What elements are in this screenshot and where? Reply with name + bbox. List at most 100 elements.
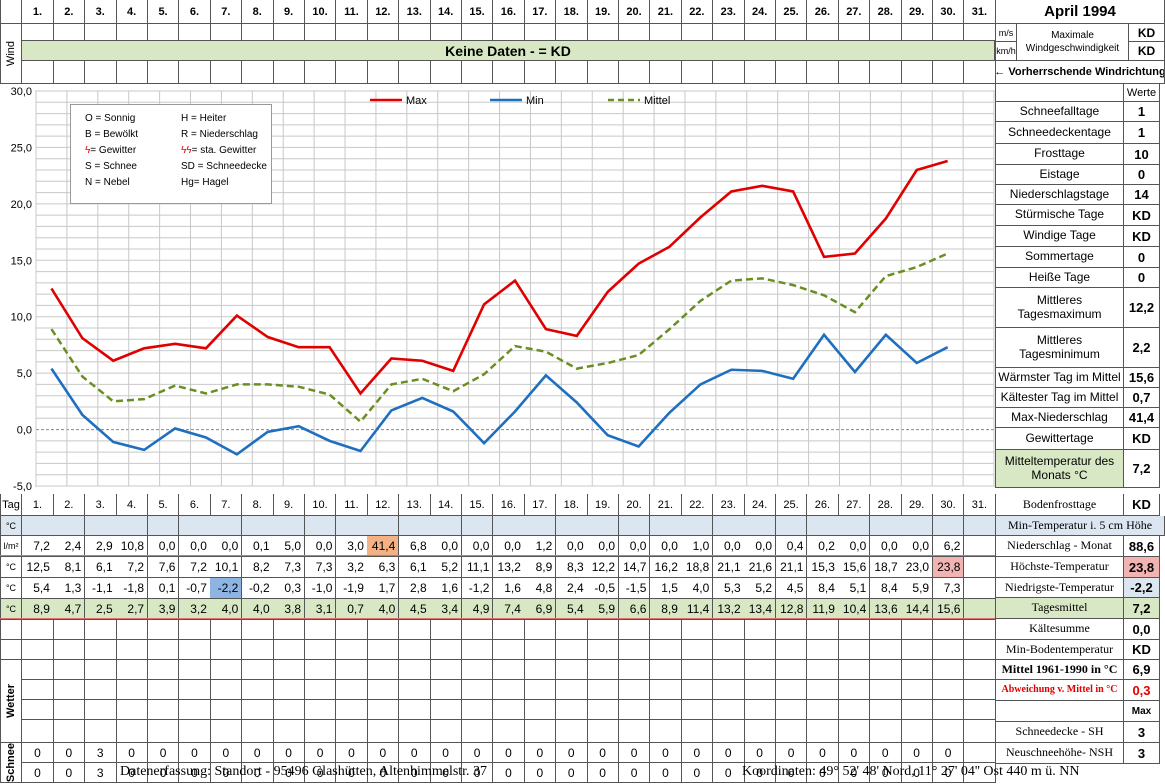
blank-cell [869, 640, 902, 660]
code-entry: O = Sonnig [85, 113, 135, 124]
blank-cell [618, 640, 651, 660]
wetter-cell [650, 660, 682, 680]
code-text: O = Sonnig [85, 113, 136, 124]
schnee-cell: 3 [84, 763, 117, 783]
blank-cell [555, 620, 588, 640]
stat-name: Niederschlagstage [995, 185, 1124, 205]
wetter-cell [336, 700, 368, 720]
row-unit: °C [0, 578, 22, 599]
wetter-cell [901, 680, 934, 700]
blank-cell [587, 620, 620, 640]
table-cell: 13,6 [869, 599, 902, 620]
table-cell: -1,8 [116, 578, 149, 599]
schnee-cell: 0 [524, 743, 557, 763]
wind-cell [650, 61, 682, 84]
table-cell: 6,1 [84, 557, 117, 578]
wetter-cell [964, 660, 996, 680]
blank-cell [555, 640, 588, 660]
table-cell: 1,3 [53, 578, 86, 599]
table-cell: 1,6 [493, 578, 525, 599]
wetter-cell [273, 680, 306, 700]
wind-cell [22, 61, 54, 84]
table-cell: 13,2 [712, 599, 745, 620]
day-label: 29. [901, 494, 934, 516]
schnee-cell: 3 [84, 743, 117, 763]
table-cell: 1,7 [367, 578, 400, 599]
wind-cell [555, 61, 588, 84]
blank-cell [650, 640, 682, 660]
schnee-cell: 0 [493, 743, 525, 763]
table-cell: 41,4 [367, 536, 400, 557]
code-text: = Gewitter [90, 145, 137, 156]
wetter-cell [84, 680, 117, 700]
blank-cell [84, 620, 117, 640]
lower-stat-name: Bodenfrosttage [995, 494, 1124, 516]
wind-cell [22, 24, 54, 41]
lower-stat-row: Niedrigste-Temperatur -2,2 [995, 578, 1165, 598]
blank-cell [273, 620, 306, 640]
stat-row: Wärmster Tag im Mittel 15,6 [995, 368, 1165, 388]
wetter-label: Wetter [5, 683, 17, 719]
y-tick-label: 25,0 [11, 142, 32, 154]
wind-cell [555, 24, 588, 41]
day-top-30: 30. [932, 0, 965, 24]
schnee-cell: 0 [838, 743, 871, 763]
wetter-cell [869, 680, 902, 700]
day-top-18: 18. [555, 0, 588, 24]
blank-cell [179, 640, 211, 660]
code-text: Hg= Hagel [181, 177, 229, 188]
table-cell [807, 516, 839, 536]
month-title: April 1994 [995, 0, 1165, 24]
stat-row: Max-Niederschlag 41,4 [995, 408, 1165, 428]
day-top-11: 11. [336, 0, 368, 24]
table-cell: 4,0 [681, 578, 714, 599]
wetter-cell [210, 660, 243, 680]
schnee-cell: 0 [461, 763, 494, 783]
stat-name: Wärmster Tag im Mittel [995, 368, 1124, 388]
schnee-cell: 0 [461, 743, 494, 763]
wind-cell [430, 24, 463, 41]
schnee-cell: 0 [22, 763, 54, 783]
wetter-cell [210, 680, 243, 700]
table-cell [22, 516, 54, 536]
day-top-10: 10. [304, 0, 337, 24]
wetter-cell [53, 680, 86, 700]
stat-value: 41,4 [1124, 408, 1160, 428]
wetter-cell [22, 700, 54, 720]
blank-cell [712, 640, 745, 660]
table-cell: 4,0 [210, 599, 243, 620]
wetter-cell [932, 680, 965, 700]
table-cell: 8,2 [241, 557, 274, 578]
wind-cell [493, 61, 525, 84]
code-entry: Hg= Hagel [181, 177, 229, 188]
schnee-label-cell: Schnee [0, 743, 22, 783]
table-cell: 0,7 [336, 599, 368, 620]
chart-grid [35, 90, 995, 487]
stat-value: KD [1124, 205, 1160, 226]
day-top-3: 3. [84, 0, 117, 24]
blank-cell [147, 620, 180, 640]
table-cell: 13,4 [744, 599, 777, 620]
blank-cell [336, 640, 368, 660]
table-cell: 8,1 [53, 557, 86, 578]
stat-value: 0 [1124, 247, 1160, 268]
blank-cell [461, 620, 494, 640]
wetter-cell [147, 700, 180, 720]
table-cell: 5,4 [555, 599, 588, 620]
lower-stat-name: Min-Temperatur i. 5 cm Höhe [995, 516, 1165, 536]
blank-cell [587, 640, 620, 660]
wetter-cell [493, 660, 525, 680]
wetter-cell [775, 700, 808, 720]
table-cell [461, 516, 494, 536]
wind-row-label: Wind [5, 40, 17, 67]
blank-cell [53, 640, 86, 660]
wetter-cell [367, 680, 400, 700]
day-label: 6. [179, 494, 211, 516]
stat-row: Gewittertage KD [995, 428, 1165, 450]
stat-value: KD [1124, 226, 1160, 247]
day-top-27: 27. [838, 0, 871, 24]
wetter-cell [179, 720, 211, 743]
table-cell: 21,1 [712, 557, 745, 578]
table-cell: 14,7 [618, 557, 651, 578]
schnee-cell: 0 [273, 743, 306, 763]
